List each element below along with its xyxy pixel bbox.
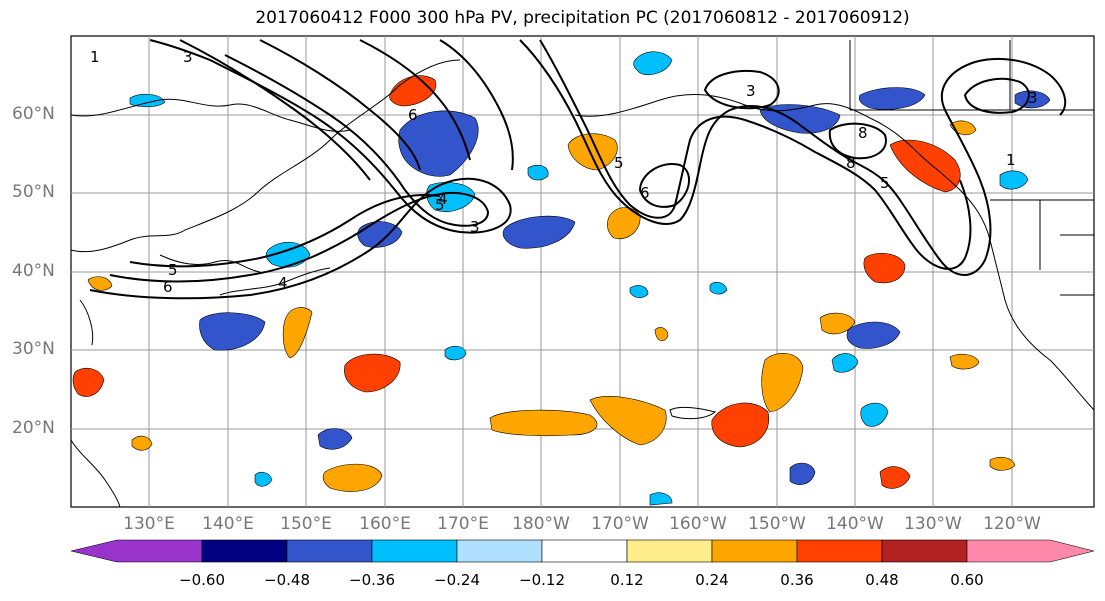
colorbar-tick-label: −0.24 (434, 571, 480, 589)
colorbar-swatch (456, 539, 543, 563)
colorbar-swatch (966, 539, 1095, 563)
contour-label: 3 (183, 48, 193, 66)
contour-label: 1 (90, 48, 100, 66)
pv-contours (89, 39, 1067, 300)
longitude-label: 140°W (826, 514, 884, 534)
colorbar-tick-label: 0.60 (950, 571, 984, 589)
colorbar (70, 539, 1095, 563)
contour-label: 5 (880, 174, 890, 192)
colorbar-tick-label: −0.36 (349, 571, 395, 589)
contour-label: 6 (408, 106, 418, 124)
contour-label: 4 (278, 274, 288, 292)
graticule (71, 36, 1094, 507)
contour-label: 6 (640, 184, 650, 202)
longitude-label: 140°E (202, 514, 254, 534)
latitude-label: 20°N (12, 418, 55, 438)
contour-label: 3 (470, 218, 480, 236)
latitude-label: 30°N (12, 339, 55, 359)
contour-label: 1 (1006, 151, 1016, 169)
contour-label: 5 (614, 154, 624, 172)
contour-label: 3 (746, 82, 756, 100)
longitude-label: 160°W (669, 514, 727, 534)
colorbar-tick-label: 0.36 (780, 571, 814, 589)
colorbar-tick-label: 0.48 (865, 571, 899, 589)
longitude-label: 160°E (359, 514, 411, 534)
contour-label: 5 (168, 261, 178, 279)
contour-label: 3 (1028, 89, 1038, 107)
colorbar-tick-label: 0.12 (610, 571, 644, 589)
longitude-label: 120°W (983, 514, 1041, 534)
contour-label: 6 (163, 278, 173, 296)
longitude-label: 170°W (591, 514, 649, 534)
map-title: 2017060412 F000 300 hPa PV, precipitatio… (255, 8, 910, 28)
longitude-label: 180°W (512, 514, 570, 534)
colorbar-swatch (371, 539, 458, 563)
longitude-label: 150°E (280, 514, 332, 534)
colorbar-swatch (201, 539, 288, 563)
colorbar-swatch (626, 539, 713, 563)
contour-label: 4 (438, 190, 448, 208)
colorbar-swatch (711, 539, 798, 563)
colorbar-swatch (796, 539, 883, 563)
colorbar-swatch (286, 539, 373, 563)
latitude-label: 40°N (12, 261, 55, 281)
contour-labels: 3 1 6 4 5 6 5 4 3 5 6 3 8 8 5 1 3 (90, 48, 1038, 296)
contour-label: 8 (846, 154, 856, 172)
colorbar-tick-label: 0.24 (695, 571, 729, 589)
colorbar-swatch (70, 539, 203, 563)
colorbar-tick-label: −0.60 (179, 571, 225, 589)
latitude-label: 60°N (12, 104, 55, 124)
colorbar-swatch (541, 539, 628, 563)
longitude-label: 130°E (123, 514, 175, 534)
colorbar-tick-label: −0.12 (519, 571, 565, 589)
longitude-label: 170°E (437, 514, 489, 534)
colorbar-swatch (881, 539, 968, 563)
contour-label: 5 (435, 196, 445, 214)
latitude-label: 50°N (12, 182, 55, 202)
colorbar-tick-label: −0.48 (264, 571, 310, 589)
longitude-label: 130°W (904, 514, 962, 534)
contour-label: 8 (858, 124, 868, 142)
precipitation-patches (72, 51, 1051, 506)
longitude-label: 150°W (748, 514, 806, 534)
coastlines (70, 40, 1095, 508)
